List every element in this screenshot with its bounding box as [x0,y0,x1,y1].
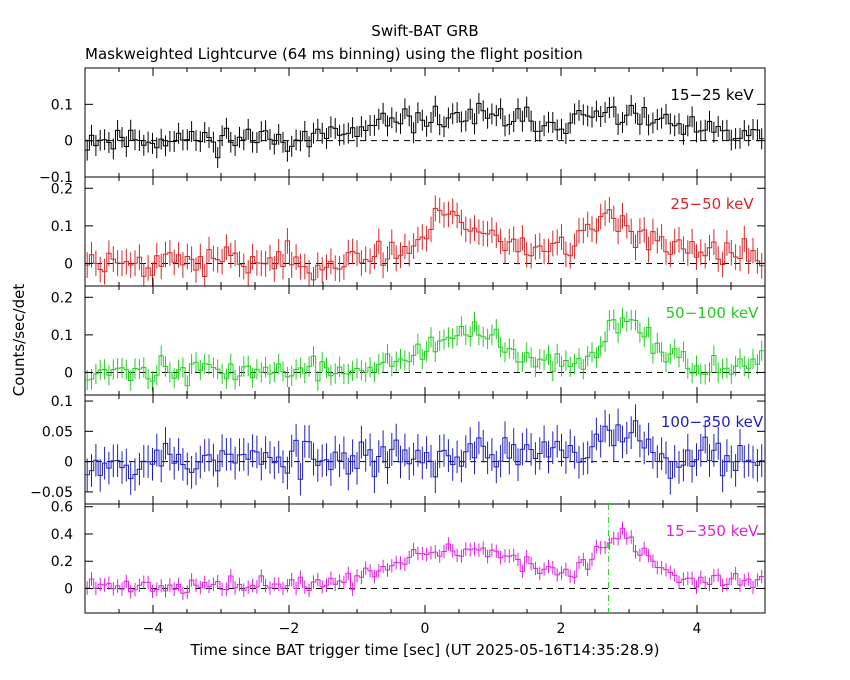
y-tick-label: −0.05 [30,485,73,501]
panels-group: −0.1 0 0.1 15−25 keV 0 0.1 0.2 25−50 keV 0 0.1 0.2… [30,67,766,637]
y-tick-label: 0 [64,455,73,471]
x-tick-label: −4 [143,621,164,637]
y-tick-label: 0 [64,134,73,150]
x-tick-label: 0 [421,621,430,637]
panel-frame [84,176,766,287]
y-tick-label: 0.1 [51,219,73,235]
energy-band-label: 15−25 keV [670,86,754,104]
panel-4: −0.05 0 0.05 0.1 100−350 keV [30,394,766,505]
y-tick-label: 0.1 [51,328,73,344]
light-curve-series [85,102,764,159]
y-tick-label: 0 [64,581,73,597]
light-curve-series [85,317,764,387]
chart-title: Swift-BAT GRB [371,22,478,40]
y-tick-label: 0 [64,256,73,272]
x-axis-label: Time since BAT trigger time [sec] (UT 20… [190,641,660,659]
y-tick-label: 0.1 [51,97,73,113]
panel-5: 0 0.2 0.4 0.6 15−350 keV [51,500,766,614]
light-curve-series [85,527,764,594]
y-tick-label: 0.6 [51,500,73,516]
error-bars [86,93,763,168]
y-tick-label: 0.4 [51,527,73,543]
y-tick-label: 0.1 [51,394,73,410]
x-tick-label: 2 [557,621,566,637]
y-tick-label: −0.1 [39,170,73,186]
energy-band-label: 25−50 keV [670,195,754,213]
error-bars [86,195,763,286]
panel-2: 0 0.1 0.2 25−50 keV [51,176,766,287]
x-tick-label: 4 [693,621,702,637]
y-tick-label: 0.2 [51,554,73,570]
light-curve-series [85,207,764,281]
energy-band-label: 50−100 keV [666,304,759,322]
y-tick-label: 0 [64,365,73,381]
energy-band-label: 15−350 keV [666,522,759,540]
panel-3: 0 0.1 0.2 50−100 keV [51,285,766,396]
chart-subtitle: Maskweighted Lightcurve (64 ms binning) … [85,45,583,63]
y-tick-label: 0.2 [51,181,73,197]
panel-1: −0.1 0 0.1 15−25 keV [39,67,766,186]
y-tick-label: 0.05 [42,424,73,440]
energy-band-label: 100−350 keV [661,413,764,431]
panel-frame [84,394,766,505]
light-curve-series [85,420,764,480]
y-axis-label: Counts/sec/det [10,284,28,397]
y-tick-label: 0.2 [51,290,73,306]
x-tick-label: −2 [279,621,300,637]
